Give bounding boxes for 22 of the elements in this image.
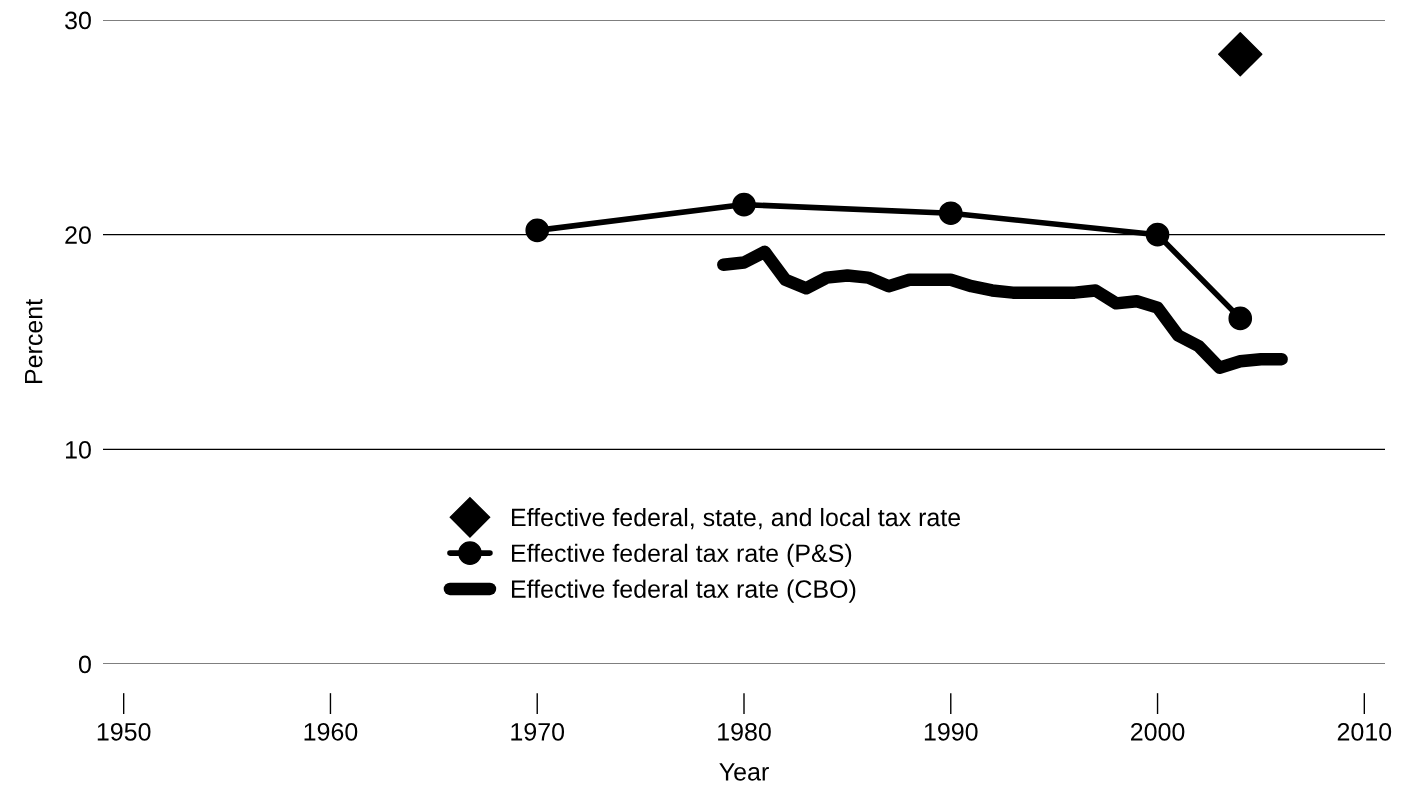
y-tick-label: 30 [65,11,91,30]
legend-label: Effective federal, state, and local tax rate [512,507,961,530]
point [1228,306,1253,331]
point [1218,32,1263,77]
y-tick-label: 20 [65,226,91,244]
x-tick-label: 1970 [511,722,565,741]
legend-label: Effective federal tax rate (CBO) [512,579,856,603]
y-tick-label: 10 [65,440,91,459]
x-tick-label: 1990 [924,722,978,741]
x-tick-label: 2000 [1131,722,1185,741]
x-tick-label: 1950 [97,722,151,741]
y-axis-title: Percent [25,299,43,384]
x-tick-label: 1960 [304,722,358,741]
x-tick-label: 1980 [718,722,771,741]
x-tick-label: 2010 [1337,722,1392,741]
point [1145,222,1170,247]
y-tick-label: 0 [78,655,91,674]
point [732,192,756,217]
x-axis-title: Year [719,763,769,781]
point [938,201,963,226]
point [525,218,550,243]
legend-label: Effective federal tax rate (P&S) [512,543,852,568]
